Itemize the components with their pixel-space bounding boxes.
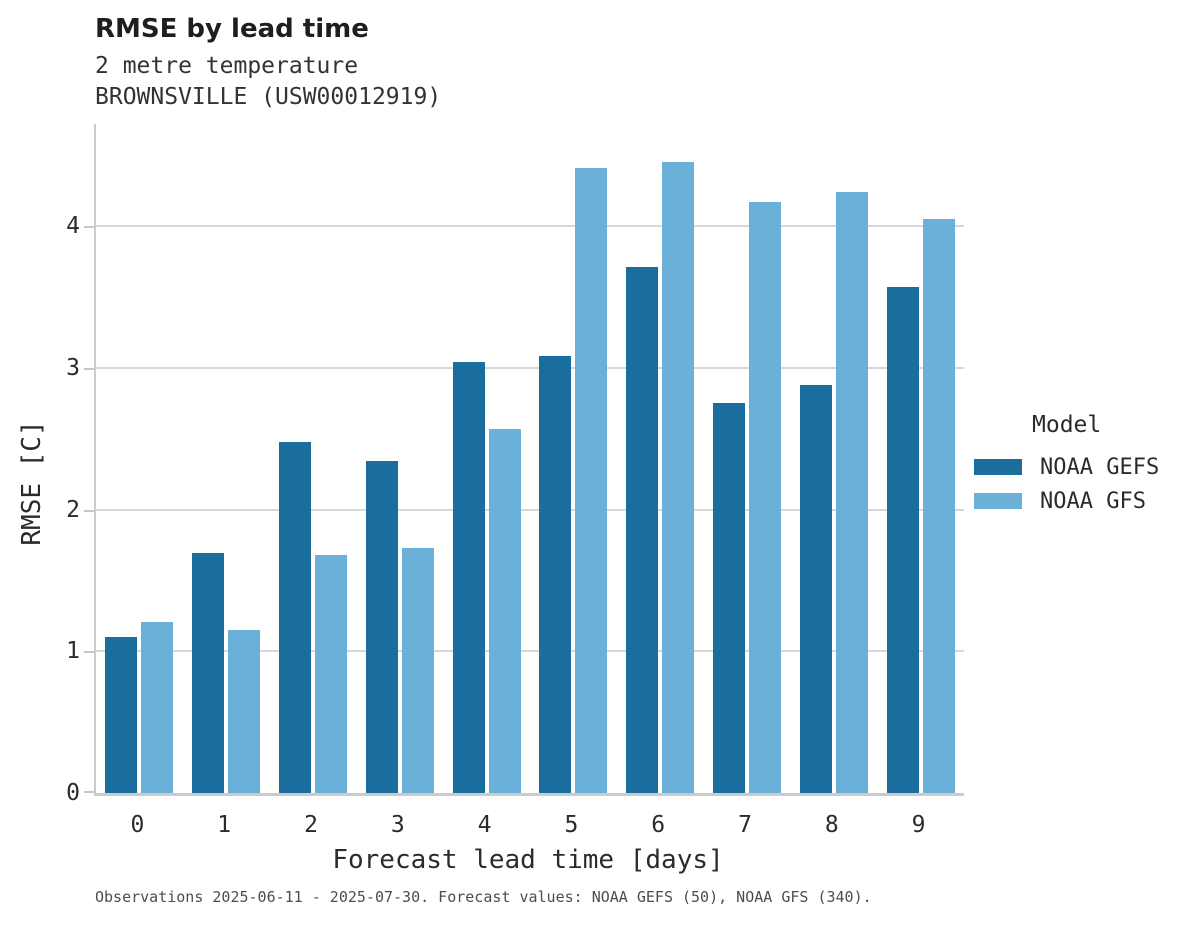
x-tick-label-9: 9 — [911, 812, 926, 838]
bar-noaa-gefs-day-7 — [712, 403, 745, 793]
bar-noaa-gefs-day-4 — [452, 362, 485, 793]
bar-noaa-gefs-day-5 — [539, 356, 572, 793]
bar-noaa-gfs-day-3 — [401, 547, 434, 793]
bar-group-day-9 — [877, 124, 964, 793]
bar-group-day-4 — [443, 124, 530, 793]
y-tick-label-2: 2 — [66, 496, 80, 523]
y-tick-label-4: 4 — [66, 213, 80, 240]
bar-group-day-3 — [356, 124, 443, 793]
x-tick-label-5: 5 — [564, 812, 579, 838]
y-axis-title: RMSE [C] — [17, 420, 47, 546]
y-tick-label-1: 1 — [66, 638, 80, 665]
footnote-caption: Observations 2025-06-11 - 2025-07-30. Fo… — [95, 888, 872, 906]
y-tick-mark-1 — [84, 651, 94, 654]
bar-noaa-gfs-day-7 — [748, 201, 781, 793]
bar-group-day-1 — [183, 124, 270, 793]
gridline-y-2 — [96, 508, 964, 511]
x-tick-label-1: 1 — [217, 812, 232, 838]
legend-swatch-noaa-gefs — [974, 459, 1022, 475]
gridline-y-3 — [96, 366, 964, 369]
legend-swatch-noaa-gfs — [974, 493, 1022, 509]
y-tick-mark-4 — [84, 226, 94, 229]
bar-group-day-7 — [704, 124, 791, 793]
gridline-y-1 — [96, 650, 964, 653]
x-axis-title: Forecast lead time [days] — [332, 845, 724, 875]
bar-group-day-0 — [96, 124, 183, 793]
bar-noaa-gfs-day-1 — [228, 630, 261, 793]
bar-noaa-gfs-day-9 — [922, 218, 955, 793]
bar-noaa-gfs-day-6 — [662, 162, 695, 793]
bar-noaa-gefs-day-0 — [105, 637, 138, 793]
legend-item-noaa-gfs: NOAA GFS — [974, 484, 1189, 518]
legend-title: Model — [1032, 412, 1102, 438]
plot-area: 0 1 2 3 4 — [66, 124, 964, 806]
x-tick-label-6: 6 — [651, 812, 666, 838]
gridline-y-4 — [96, 225, 964, 228]
bar-group-day-5 — [530, 124, 617, 793]
x-tick-label-2: 2 — [304, 812, 318, 838]
legend-rows: NOAA GEFS NOAA GFS — [974, 450, 1189, 518]
chart-subtitle-variable: 2 metre temperature — [95, 53, 359, 79]
legend-label-noaa-gefs: NOAA GEFS — [1040, 454, 1160, 480]
bar-noaa-gefs-day-3 — [365, 461, 398, 793]
bar-group-day-2 — [270, 124, 357, 793]
bar-group-day-6 — [617, 124, 704, 793]
x-tick-label-3: 3 — [390, 812, 405, 838]
y-tick-label-3: 3 — [66, 354, 80, 381]
x-tick-label-4: 4 — [477, 812, 492, 838]
bar-noaa-gfs-day-4 — [488, 428, 521, 793]
bar-noaa-gfs-day-2 — [314, 554, 347, 793]
bar-noaa-gefs-day-8 — [799, 384, 832, 793]
legend-item-noaa-gefs: NOAA GEFS — [974, 450, 1189, 484]
bar-noaa-gfs-day-8 — [835, 192, 868, 793]
x-tick-label-8: 8 — [824, 812, 839, 838]
chart-subtitle: 2 metre temperature BROWNSVILLE (USW0001… — [95, 51, 441, 113]
chart-title: RMSE by lead time — [95, 14, 369, 44]
bar-noaa-gefs-day-1 — [192, 553, 225, 793]
bar-noaa-gfs-day-0 — [141, 621, 174, 793]
y-tick-label-0: 0 — [66, 780, 80, 806]
x-axis-ticks: 0 1 2 3 4 5 6 7 8 9 — [94, 812, 962, 842]
bar-noaa-gfs-day-5 — [575, 167, 608, 793]
x-tick-label-0: 0 — [130, 812, 145, 838]
bar-noaa-gefs-day-6 — [626, 267, 659, 793]
legend: Model NOAA GEFS NOAA GFS — [974, 412, 1189, 518]
y-tick-mark-0 — [84, 791, 94, 793]
y-tick-mark-3 — [84, 367, 94, 370]
x-tick-label-7: 7 — [738, 812, 752, 838]
bar-noaa-gefs-day-2 — [278, 441, 311, 793]
y-tick-mark-2 — [84, 509, 94, 512]
bar-noaa-gefs-day-9 — [886, 287, 919, 793]
bar-group-day-8 — [790, 124, 877, 793]
legend-label-noaa-gfs: NOAA GFS — [1040, 488, 1146, 514]
chart-subtitle-station: BROWNSVILLE (USW00012919) — [95, 84, 442, 110]
